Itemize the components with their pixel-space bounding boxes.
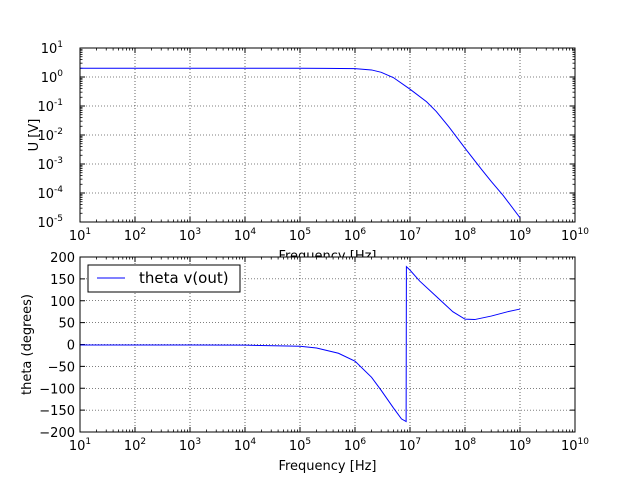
phase-x-tick-label: 106 <box>344 437 367 454</box>
magnitude-y-tick-label: 10-1 <box>37 98 63 115</box>
phase-y-tick-label: −100 <box>39 382 75 397</box>
magnitude-y-tick-label: 100 <box>41 69 64 86</box>
magnitude-x-tick-label: 105 <box>289 227 311 244</box>
magnitude-y-axis-label: U [V] <box>27 119 42 152</box>
magnitude-plot-background <box>80 48 575 222</box>
magnitude-y-tick-label: 10-3 <box>37 156 63 173</box>
phase-y-axis-label: theta (degrees) <box>20 294 35 395</box>
magnitude-y-tick-label: 10-2 <box>37 127 63 144</box>
magnitude-x-tick-label: 106 <box>344 227 367 244</box>
phase-y-tick-label: 150 <box>50 273 75 288</box>
magnitude-y-tick-label: 10-5 <box>37 214 63 231</box>
phase-x-tick-label: 102 <box>124 437 146 454</box>
magnitude-x-tick-label: 109 <box>509 227 532 244</box>
phase-x-tick-label: 105 <box>289 437 311 454</box>
phase-plot-frame <box>79 256 576 433</box>
phase-y-tick-label: −50 <box>48 360 75 375</box>
magnitude-plot-frame <box>79 47 576 223</box>
phase-y-tick-label: −200 <box>39 426 75 441</box>
magnitude-x-tick-label: 103 <box>179 227 201 244</box>
magnitude-y-tick-label: 101 <box>41 40 63 57</box>
phase-x-tick-label: 1010 <box>561 437 589 454</box>
phase-x-tick-label: 101 <box>69 437 91 454</box>
magnitude-x-tick-label: 107 <box>399 227 421 244</box>
phase-y-tick-label: 0 <box>67 339 75 354</box>
phase-x-tick-label: 109 <box>509 437 532 454</box>
phase-y-tick-label: 50 <box>58 317 75 332</box>
phase-x-axis-label: Frequency [Hz] <box>278 459 376 474</box>
magnitude-x-tick-label: 104 <box>234 227 257 244</box>
magnitude-x-tick-label: 102 <box>124 227 146 244</box>
magnitude-plot: 101 102 103 104 105 106 107 108 109 1010 10-5 10-4 1… <box>27 40 589 264</box>
phase-y-tick-label: 200 <box>50 251 75 266</box>
phase-x-tick-label: 104 <box>234 437 257 454</box>
phase-y-tick-label: −150 <box>39 404 75 419</box>
magnitude-x-tick-label: 108 <box>454 227 477 244</box>
legend: theta v(out) <box>87 264 241 293</box>
magnitude-series-line <box>80 67 521 219</box>
magnitude-y-tick-label: 10-4 <box>37 185 63 202</box>
phase-y-tick-label: 100 <box>50 295 75 310</box>
phase-plot: 101 102 103 104 105 106 107 108 109 1010 −200 −150 −… <box>20 251 589 474</box>
phase-x-tick-label: 108 <box>454 437 477 454</box>
magnitude-x-tick-label: 1010 <box>561 227 589 244</box>
magnitude-x-tick-label: 101 <box>69 227 91 244</box>
phase-x-tick-label: 103 <box>179 437 201 454</box>
phase-x-tick-label: 107 <box>399 437 421 454</box>
legend-entry-label: theta v(out) <box>139 269 229 287</box>
phase-series-line <box>80 265 521 423</box>
